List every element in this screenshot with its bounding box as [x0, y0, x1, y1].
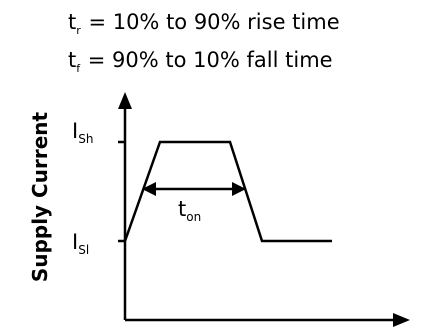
fall-time-subscript: f — [76, 62, 81, 75]
low-level-symbol: I — [72, 230, 79, 254]
on-time-arrowhead-right — [232, 182, 246, 196]
low-level-subscript: Sl — [78, 243, 90, 257]
x-axis-arrowhead — [393, 313, 410, 327]
rise-time-definition: tr = 10% to 90% rise time — [68, 8, 340, 45]
on-time-label: ton — [178, 196, 201, 230]
on-time-subscript: on — [186, 210, 202, 224]
y-axis-arrowhead — [118, 92, 132, 109]
high-level-subscript: Sh — [78, 132, 94, 146]
fall-time-text: = 90% to 10% fall time — [81, 48, 333, 72]
current-pulse-waveform — [123, 140, 332, 243]
low-level-label: ISl — [72, 229, 89, 263]
on-time-symbol: t — [178, 197, 187, 221]
fall-time-definition: tf = 90% to 10% fall time — [68, 46, 333, 83]
high-level-symbol: I — [72, 119, 79, 143]
rise-time-symbol: t — [68, 10, 77, 34]
rise-time-text: = 10% to 90% rise time — [81, 10, 340, 34]
rise-time-subscript: r — [76, 24, 81, 37]
high-level-label: ISh — [72, 118, 93, 152]
fall-time-symbol: t — [68, 48, 77, 72]
on-time-arrowhead-left — [142, 182, 156, 196]
y-axis-title: Supply Current — [28, 111, 52, 283]
